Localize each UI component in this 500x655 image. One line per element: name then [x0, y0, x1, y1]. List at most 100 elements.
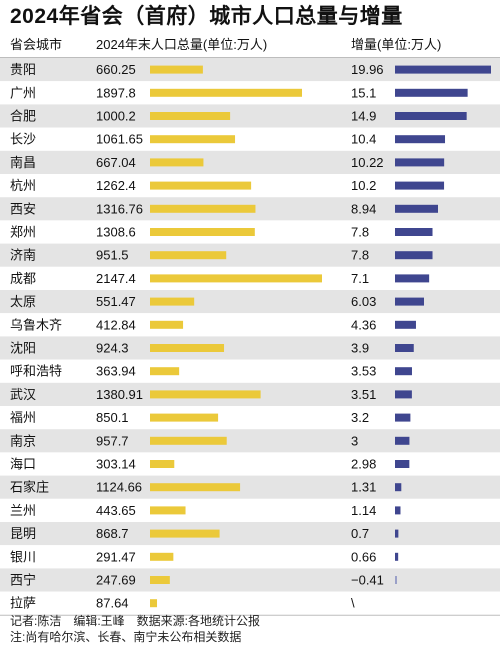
population-value-label: 443.65	[96, 503, 136, 518]
city-label: 南昌	[10, 155, 36, 170]
population-value-label: 660.25	[96, 62, 136, 77]
increase-bar	[395, 297, 425, 306]
population-value-label: 1000.2	[96, 109, 136, 124]
population-value-label: 87.64	[96, 596, 129, 611]
increase-value-label: 10.2	[351, 178, 376, 193]
increase-value-label: 3.53	[351, 364, 376, 379]
row-background	[0, 104, 500, 128]
row-background	[0, 313, 500, 337]
increase-bar	[395, 65, 491, 74]
increase-value-label: 15.1	[351, 85, 376, 100]
row-background	[0, 359, 500, 383]
population-value-label: 1316.76	[96, 201, 143, 216]
city-label: 济南	[10, 248, 36, 263]
city-label: 乌鲁木齐	[10, 317, 62, 332]
city-label: 广州	[10, 85, 36, 100]
population-value-label: 2147.4	[96, 271, 136, 286]
city-label: 合肥	[10, 109, 36, 124]
header-divider	[0, 57, 500, 58]
row-background	[0, 290, 500, 314]
increase-bar	[395, 320, 416, 329]
population-value-label: 1124.66	[96, 480, 142, 495]
population-value-label: 1380.91	[96, 387, 143, 402]
row-background	[0, 568, 500, 592]
population-column-header: 2024年末人口总量(单位:万人)	[96, 37, 268, 52]
population-bar	[150, 460, 175, 468]
row-background	[0, 336, 500, 360]
population-bar	[150, 413, 219, 422]
city-label: 杭州	[10, 178, 36, 193]
population-bar	[150, 576, 170, 584]
increase-value-label: −0.41	[351, 573, 384, 588]
population-value-label: 363.94	[96, 364, 136, 379]
population-value-label: 924.3	[96, 341, 129, 356]
row-background	[0, 58, 500, 82]
city-label: 贵阳	[10, 62, 36, 77]
chart-title: 2024年省会（首府）城市人口总量与增量	[10, 5, 403, 28]
increase-value-label: 2.98	[351, 457, 376, 472]
increase-bar	[395, 251, 433, 260]
population-bar	[150, 228, 255, 236]
increase-bar	[395, 274, 430, 283]
increase-value-label: 10.4	[351, 132, 376, 147]
city-label: 兰州	[10, 503, 36, 518]
city-label: 西安	[10, 201, 36, 216]
increase-bar	[395, 483, 402, 492]
population-value-label: 868.7	[96, 526, 129, 541]
footer-credits: 记者:陈洁 编辑:王峰 数据来源:各地统计公报	[10, 614, 261, 628]
city-label: 长沙	[10, 132, 36, 147]
increase-value-label: 3.2	[351, 410, 369, 425]
increase-value-label: 6.03	[351, 294, 376, 309]
increase-bar	[395, 181, 445, 190]
population-bar	[150, 88, 303, 97]
population-bar	[150, 483, 241, 492]
city-label: 银川	[10, 549, 36, 564]
increase-bar	[395, 506, 401, 515]
footer-note: 注:尚有哈尔滨、长春、南宁未公布相关数据	[10, 630, 242, 644]
increase-bar	[395, 576, 397, 584]
population-value-label: 850.1	[96, 410, 129, 425]
increase-value-label: 19.96	[351, 62, 384, 77]
increase-value-label: 1.14	[351, 503, 376, 518]
population-value-label: 957.7	[96, 433, 129, 448]
row-background	[0, 429, 500, 453]
increase-bar	[395, 135, 446, 144]
population-bar	[150, 135, 236, 144]
increase-bar	[395, 460, 410, 468]
increase-bar	[395, 529, 399, 538]
population-bar	[150, 390, 261, 399]
increase-bar	[395, 204, 438, 213]
population-value-label: 1061.65	[96, 132, 143, 147]
increase-bar	[395, 367, 412, 376]
row-background	[0, 406, 500, 430]
increase-value-label: 3	[351, 433, 358, 448]
population-bar	[150, 158, 204, 167]
population-value-label: 1897.8	[96, 85, 136, 100]
increase-value-label: 10.22	[351, 155, 384, 170]
population-value-label: 291.47	[96, 549, 136, 564]
population-value-label: 412.84	[96, 317, 136, 332]
population-bar	[150, 297, 195, 306]
increase-value-label: 14.9	[351, 109, 376, 124]
increase-value-label: 8.94	[351, 201, 376, 216]
increase-value-label: 0.7	[351, 526, 369, 541]
population-value-label: 667.04	[96, 155, 136, 170]
increase-value-label: 3.51	[351, 387, 376, 402]
population-value-label: 551.47	[96, 294, 136, 309]
city-label: 郑州	[10, 225, 36, 240]
row-background	[0, 522, 500, 546]
increase-value-label: 1.31	[351, 480, 376, 495]
population-bar	[150, 274, 322, 283]
population-bar	[150, 320, 184, 329]
increase-bar	[395, 390, 412, 399]
increase-value-label: 7.8	[351, 225, 369, 240]
increase-value-label: 0.66	[351, 549, 376, 564]
population-bar	[150, 65, 203, 74]
increase-bar	[395, 88, 468, 97]
increase-bar	[395, 228, 433, 236]
row-background	[0, 591, 500, 615]
row-background	[0, 452, 500, 476]
increase-bar	[395, 413, 411, 422]
increase-bar	[395, 344, 414, 352]
